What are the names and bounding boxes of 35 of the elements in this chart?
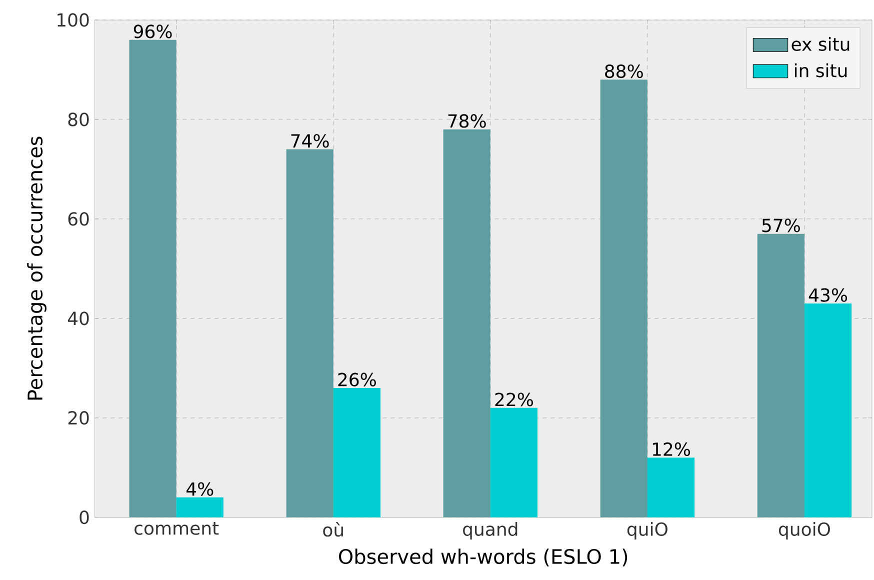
y-tick-label: 40 [68, 312, 89, 326]
legend-label: ex situ [792, 37, 850, 51]
x-tick-label: comment [134, 522, 219, 535]
data-label: 43% [808, 288, 848, 302]
x-axis-title: Observed wh-words (ESLO 1) [338, 548, 628, 566]
bar [176, 497, 224, 518]
bar [443, 129, 490, 518]
data-label: 96% [134, 24, 172, 38]
data-label: 12% [652, 442, 690, 456]
bar [804, 303, 852, 518]
y-tick-label: 20 [68, 411, 89, 425]
data-label: 57% [762, 218, 800, 232]
y-tick-label: 100 [58, 13, 89, 27]
y-axis-title: Percentage of occurrences [27, 136, 46, 400]
x-tick-label: quand [463, 522, 518, 540]
data-label: 74% [291, 134, 329, 148]
y-tick-label: 60 [68, 212, 89, 226]
bar [490, 408, 538, 518]
y-tick-label: 80 [68, 112, 89, 126]
y-tick-label: 0 [80, 510, 89, 524]
data-label: 4% [186, 482, 214, 496]
data-label: 88% [605, 64, 643, 78]
data-label: 26% [338, 372, 376, 386]
bar [333, 388, 380, 518]
x-tick-label: quiO [627, 522, 668, 540]
data-label: 78% [448, 114, 486, 128]
x-tick-label: où [323, 522, 343, 537]
bar [757, 234, 804, 518]
data-label: 22% [495, 392, 533, 406]
bar [129, 40, 176, 518]
bar [600, 80, 648, 518]
x-tick-label: quoiO [778, 522, 830, 540]
bar [286, 149, 334, 518]
legend-label: in situ [794, 63, 847, 78]
bar [647, 458, 695, 518]
